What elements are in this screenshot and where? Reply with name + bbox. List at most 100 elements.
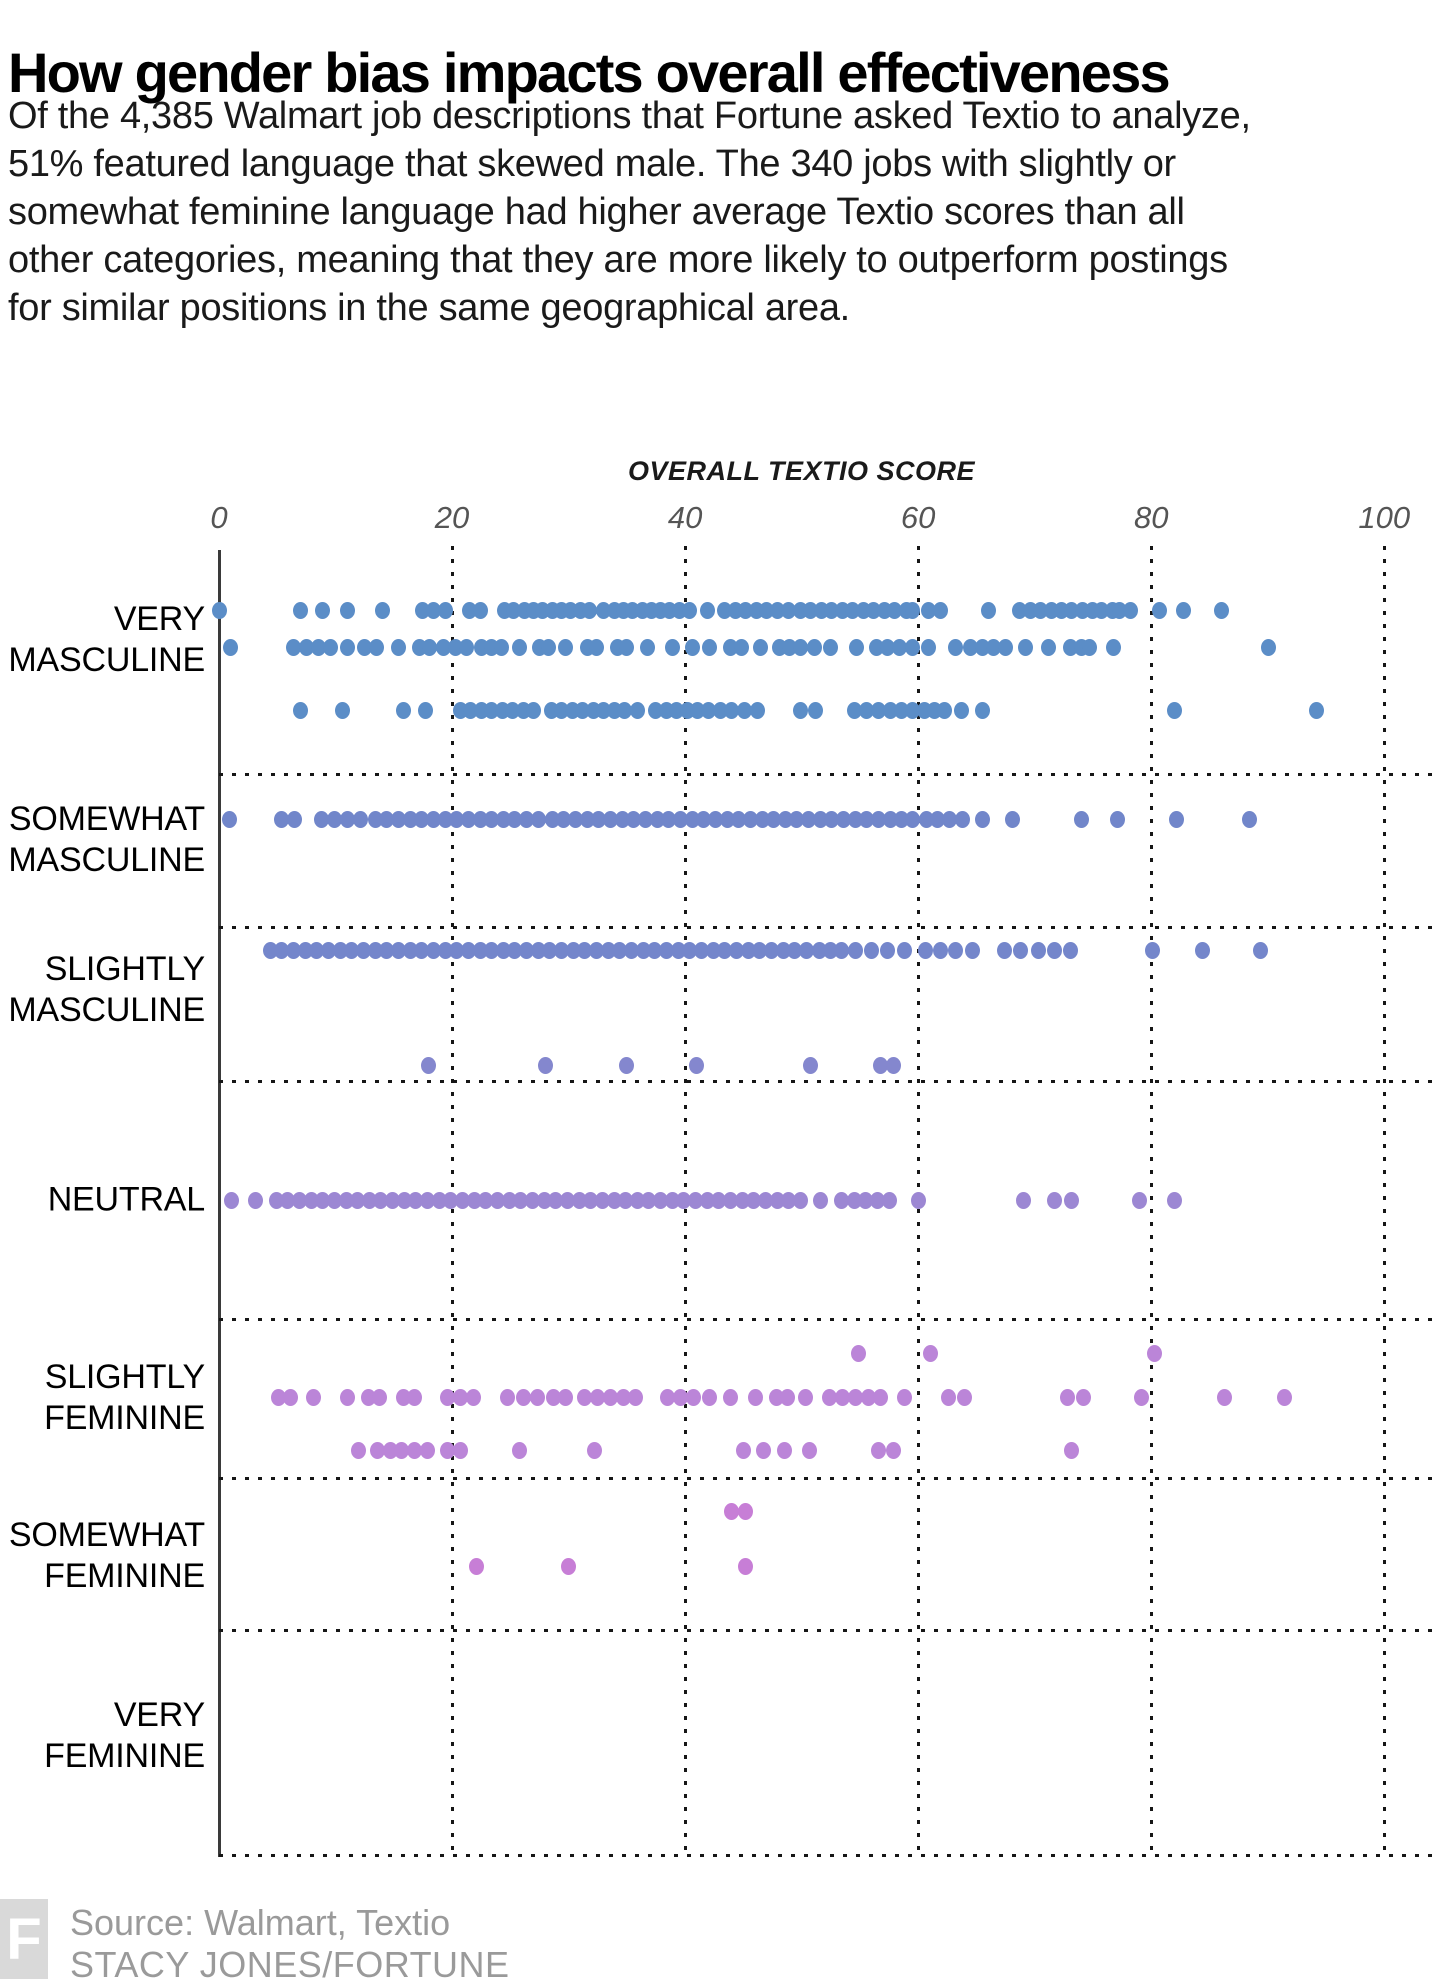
data-point <box>507 941 523 959</box>
data-point <box>699 1191 715 1209</box>
data-point <box>808 701 824 719</box>
data-point <box>402 941 418 959</box>
data-point <box>676 1191 692 1209</box>
data-point <box>789 810 805 828</box>
data-point <box>270 1388 286 1406</box>
data-point <box>586 1441 602 1459</box>
description-line: 51% featured language that skewed male. … <box>8 143 1176 185</box>
x-tick-label: 20 <box>434 500 470 535</box>
data-point <box>658 941 674 959</box>
data-point <box>833 941 849 959</box>
data-point <box>224 1191 240 1209</box>
category-separator <box>219 1318 1432 1321</box>
data-point <box>682 601 698 619</box>
data-point <box>896 1388 912 1406</box>
data-point <box>280 1191 296 1209</box>
data-point <box>606 1191 622 1209</box>
data-point <box>339 810 355 828</box>
data-point <box>323 638 339 656</box>
data-point <box>723 1191 739 1209</box>
data-point <box>298 638 314 656</box>
data-point <box>1167 701 1183 719</box>
data-point <box>753 638 769 656</box>
data-point <box>880 638 896 656</box>
data-point <box>221 810 237 828</box>
data-point <box>368 638 384 656</box>
data-point <box>1017 638 1033 656</box>
data-point <box>1309 701 1325 719</box>
data-point <box>577 941 593 959</box>
data-point <box>361 1191 377 1209</box>
data-point <box>1132 1191 1148 1209</box>
data-point <box>374 601 390 619</box>
data-point <box>282 1388 298 1406</box>
data-point <box>437 941 453 959</box>
data-point <box>954 810 970 828</box>
data-point <box>1005 810 1021 828</box>
description-line: somewhat feminine language had higher av… <box>8 191 1185 233</box>
data-point <box>1081 638 1097 656</box>
data-point <box>614 810 630 828</box>
data-point <box>886 1441 902 1459</box>
data-point <box>338 1191 354 1209</box>
data-point <box>1167 1191 1183 1209</box>
data-point <box>1151 601 1167 619</box>
data-point <box>600 941 616 959</box>
data-point <box>724 1502 740 1520</box>
data-point <box>274 810 290 828</box>
data-point <box>1122 601 1138 619</box>
data-point <box>769 1191 785 1209</box>
data-point <box>437 810 453 828</box>
data-point <box>859 701 875 719</box>
data-point <box>431 1191 447 1209</box>
data-point <box>728 941 744 959</box>
data-point <box>1064 1441 1080 1459</box>
x-axis-title: OVERALL TEXTIO SCORE <box>627 456 976 486</box>
data-point <box>775 941 791 959</box>
data-point <box>332 941 348 959</box>
data-point <box>414 810 430 828</box>
data-point <box>1176 601 1192 619</box>
data-point <box>803 1056 819 1074</box>
data-point <box>858 1191 874 1209</box>
data-point <box>847 810 863 828</box>
data-point <box>873 1056 889 1074</box>
data-point <box>848 638 864 656</box>
data-point <box>947 941 963 959</box>
data-point <box>321 941 337 959</box>
data-point <box>577 1388 593 1406</box>
data-point <box>904 601 920 619</box>
category-label-somewhat-feminine: SOMEWHAT FEMININE <box>8 1516 205 1595</box>
data-point <box>548 1191 564 1209</box>
category-separator <box>219 926 1432 929</box>
data-point <box>824 810 840 828</box>
data-point <box>589 941 605 959</box>
data-point <box>798 941 814 959</box>
data-point <box>484 810 500 828</box>
data-point <box>670 941 686 959</box>
data-point <box>472 601 488 619</box>
data-point <box>735 1441 751 1459</box>
data-point <box>478 1191 494 1209</box>
data-point <box>802 1441 818 1459</box>
category-label-neutral: NEUTRAL <box>47 1180 205 1219</box>
data-point <box>1195 941 1210 959</box>
data-point <box>274 941 290 959</box>
data-point <box>702 1388 718 1406</box>
data-point <box>684 638 700 656</box>
data-point <box>758 1191 774 1209</box>
data-point <box>930 810 946 828</box>
data-point <box>351 1441 367 1459</box>
data-point <box>918 810 934 828</box>
data-point <box>910 1191 926 1209</box>
data-point <box>379 810 395 828</box>
data-point <box>421 1056 437 1074</box>
description-line: for similar positions in the same geogra… <box>8 287 850 329</box>
data-point <box>887 601 903 619</box>
data-point <box>310 638 326 656</box>
data-point <box>629 701 645 719</box>
data-point <box>781 1191 797 1209</box>
data-point <box>880 941 896 959</box>
data-point <box>797 1388 813 1406</box>
source-note: Source: Walmart, Textio <box>70 1902 451 1943</box>
